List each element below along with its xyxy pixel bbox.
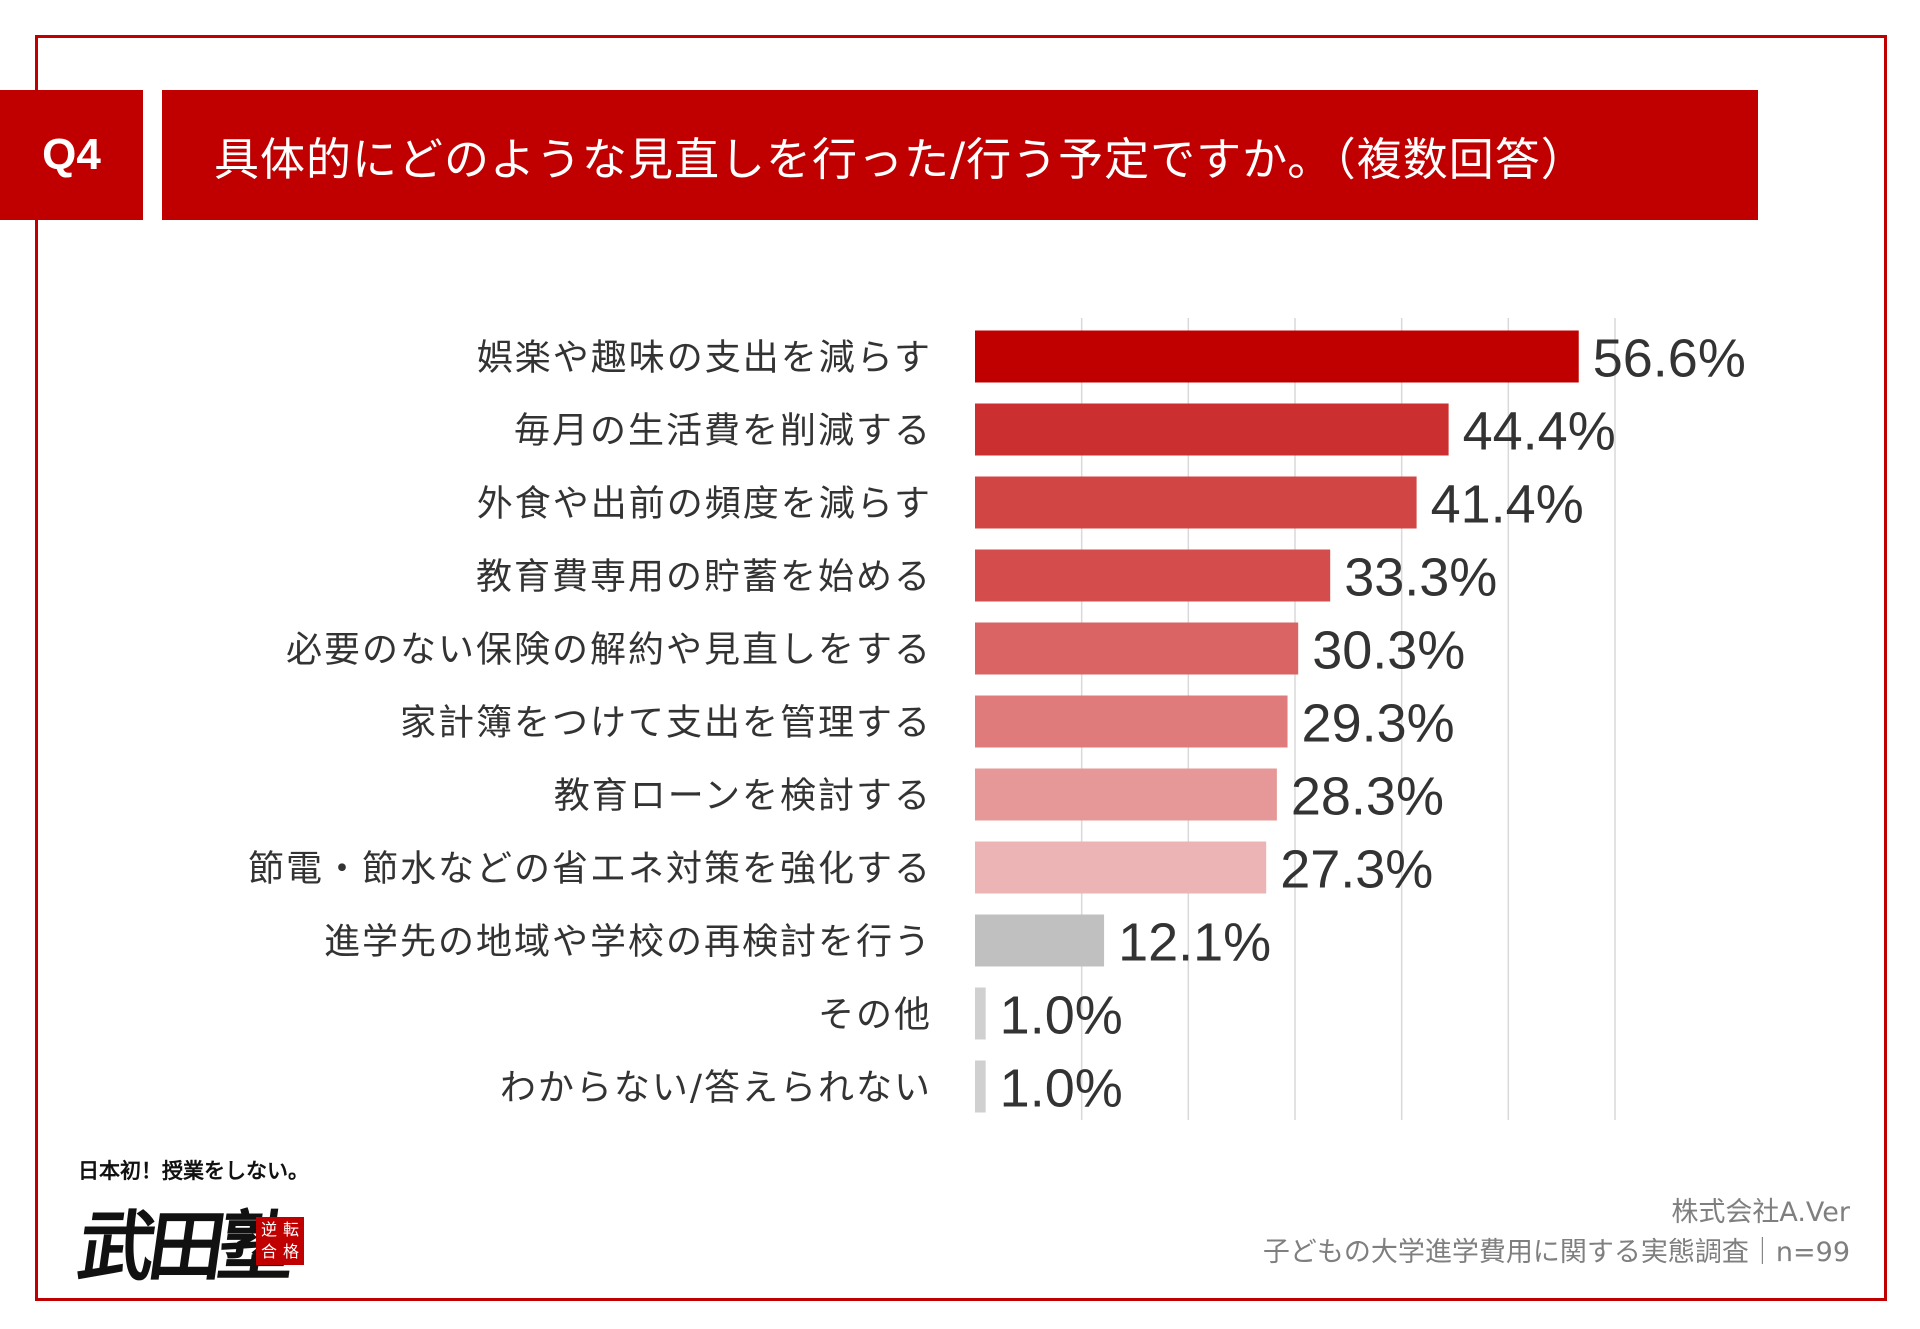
category-label: わからない/答えられない [500,1068,932,1109]
category-label: 教育費専用の貯蓄を始める [476,557,932,598]
category-label: 家計簿をつけて支出を管理する [400,703,932,744]
bar [975,914,1105,967]
data-label: 1.0% [1000,986,1123,1046]
data-label: 41.4% [1431,475,1584,535]
data-label: 28.3% [1291,767,1444,827]
category-label: 必要のない保険の解約や見直しをする [286,630,932,671]
data-label: 12.1% [1118,913,1271,973]
bar [975,403,1449,456]
footer-survey: 子どもの大学進学費用に関する実態調査｜n=99 [1262,1237,1850,1268]
logo-seal-char: 格 [282,1242,299,1261]
data-label: 27.3% [1280,840,1433,900]
logo-tagline: 日本初！授業をしない。 [78,1158,309,1183]
category-label: 毎月の生活費を削減する [514,411,932,452]
logo-seal-char: 合 [260,1242,277,1261]
takeda-juku-logo: 日本初！授業をしない。 武田塾 逆転合格 [73,1155,338,1291]
bar [975,476,1417,529]
category-label: 娯楽や趣味の支出を減らす [477,338,932,379]
category-label: 教育ローンを検討する [554,776,932,817]
question-badge: Q4 [0,90,143,220]
data-label: 33.3% [1344,548,1497,608]
logo-seal-char: 転 [282,1220,299,1239]
logo-seal: 逆転合格 [256,1217,304,1265]
category-label: その他 [818,995,932,1036]
slide-frame [35,35,1887,1301]
data-label: 56.6% [1593,329,1746,389]
bar [975,768,1277,821]
data-label: 44.4% [1463,402,1616,462]
bar [975,987,986,1040]
bar [975,841,1267,894]
data-label: 30.3% [1312,621,1465,681]
footer-credit: 株式会社A.Ver 子どもの大学進学費用に関する実態調査｜n=99 [1263,1193,1850,1273]
bar [975,1060,986,1113]
question-title: 具体的にどのような見直しを行った/行う予定ですか。（複数回答） [162,90,1758,220]
data-label: 29.3% [1302,694,1455,754]
category-label: 外食や出前の頻度を減らす [477,484,932,525]
data-label: 1.0% [1000,1059,1123,1119]
category-label: 進学先の地域や学校の再検討を行う [324,922,932,963]
category-label: 節電・節水などの省エネ対策を強化する [248,849,932,890]
bar [975,549,1331,602]
bar [975,695,1288,748]
bar [975,330,1579,383]
logo-seal-char: 逆 [260,1220,277,1239]
footer-company: 株式会社A.Ver [1671,1197,1850,1228]
bar [975,622,1299,675]
